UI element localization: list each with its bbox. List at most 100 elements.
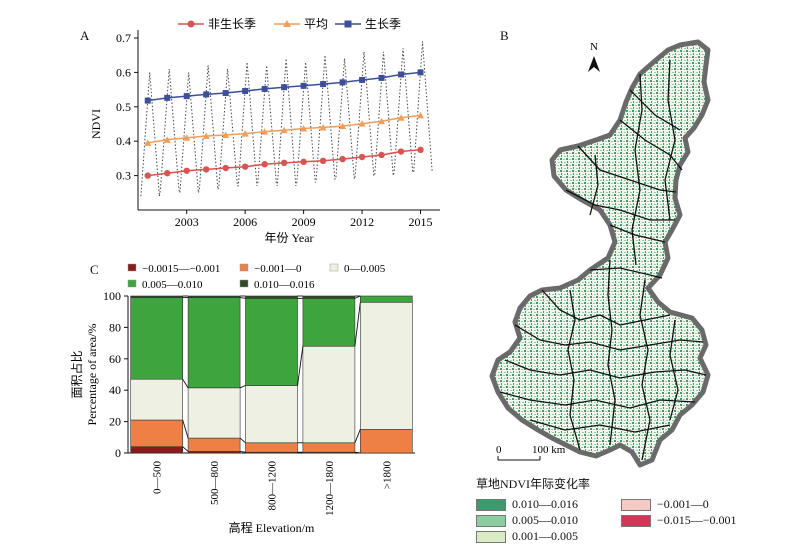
north-label: N — [590, 41, 598, 53]
data-point — [397, 148, 405, 155]
north-arrow: N — [588, 41, 600, 72]
legend-label: 非生长季 — [208, 18, 256, 31]
x-tick-label: >1800 — [381, 461, 393, 490]
bar-segment — [130, 419, 183, 448]
y-tick-label: 40 — [109, 383, 121, 397]
map-legend-title: 草地NDVI年际变化率 — [476, 477, 590, 491]
bar-segment — [245, 295, 298, 299]
data-point — [222, 90, 229, 97]
data-point — [417, 69, 424, 76]
x-tick-label: 1200—1800 — [324, 461, 336, 517]
legend-swatch — [329, 263, 339, 272]
panel-c: C −0.0015—−0.001 −0.001—0 0—0.005 0.005—0.0… — [60, 258, 430, 540]
data-point — [203, 91, 210, 98]
legend-label: −0.0015—−0.001 — [142, 263, 220, 275]
data-point — [398, 71, 405, 78]
data-point — [222, 164, 229, 172]
data-point — [183, 134, 191, 141]
map-legend-item: −0.015—−0.001 — [621, 513, 737, 528]
map-legend-label: −0.001—0 — [657, 497, 709, 511]
county-boundaries — [499, 59, 707, 461]
map-legend-label: 0.010—0.016 — [512, 497, 578, 511]
data-point — [378, 151, 385, 159]
data-point — [319, 157, 327, 165]
connector-line — [297, 346, 304, 386]
bar-segment — [302, 298, 356, 347]
bar-segment — [302, 442, 356, 453]
connector-line — [240, 450, 246, 453]
map-legend: 草地NDVI年际变化率 0.010—0.016 −0.001—0 0.005—0… — [476, 475, 786, 550]
ndvi-trend-chart: 0.3 0.4 0.5 0.6 0.7 2003 2006 2009 2012 2015 年份 Ye… — [89, 17, 440, 245]
connector-line — [354, 302, 361, 347]
y-axis-label: NDVI — [89, 109, 103, 139]
bar-segment — [187, 437, 241, 452]
data-point — [378, 117, 386, 125]
data-point — [164, 94, 171, 101]
scale-zero: 0 — [496, 444, 502, 456]
legend-label: 0.005—0.010 — [142, 279, 203, 291]
y-axis-label-cn: 面积占比 — [69, 350, 84, 398]
x-tick-label: 0—500 — [152, 461, 164, 495]
legend-label: 生长季 — [365, 18, 401, 31]
map-legend-swatch — [621, 498, 651, 511]
scale-distance: 100 km — [532, 444, 566, 456]
data-point — [222, 131, 230, 139]
panel-b-label: B — [500, 28, 509, 43]
x-tick-label: 2012 — [350, 215, 374, 229]
panel-a: A 0.3 0.4 0.5 0.6 0.7 2003 2006 2009 2012 2015 年份 … — [60, 17, 460, 245]
data-point — [339, 122, 347, 130]
data-point — [300, 124, 308, 132]
elevation-stacked-bar-chart: −0.0015—−0.001 −0.001—0 0—0.005 0.005—0.010… — [69, 263, 415, 535]
data-point — [202, 166, 210, 173]
bar-segment — [302, 295, 356, 299]
province-outline — [489, 39, 711, 468]
map-legend-item: 0.010—0.016 — [476, 497, 578, 512]
data-point — [359, 76, 366, 83]
data-point — [202, 132, 210, 140]
data-point — [144, 172, 151, 179]
panel-c-label: C — [90, 262, 99, 277]
y-tick-label: 0 — [115, 446, 121, 460]
data-point — [164, 169, 171, 177]
legend-label: 平均 — [304, 18, 328, 31]
y-axis-label: Percentage of area/% — [85, 324, 99, 426]
legend-marker — [283, 20, 291, 27]
map-legend-item: 0.005—0.010 — [476, 513, 578, 528]
map-legend-swatch — [476, 530, 506, 543]
connector-line — [182, 419, 189, 439]
y-tick-label: 0.4 — [116, 134, 131, 148]
data-point — [183, 167, 190, 174]
connector-line — [240, 297, 246, 299]
monthly-ndvi-line — [140, 41, 433, 197]
data-point — [183, 93, 190, 100]
map-legend-item: −0.001—0 — [621, 497, 709, 512]
y-tick-label: 0.6 — [116, 65, 131, 79]
connector-line — [182, 446, 189, 452]
data-point — [261, 161, 268, 168]
panel-b: B — [470, 20, 790, 550]
bar-segment — [130, 378, 183, 421]
bar-segment — [187, 297, 241, 389]
data-point — [144, 139, 152, 146]
map-legend-swatch — [476, 514, 506, 527]
legend-label: 0—0.005 — [344, 263, 386, 275]
legend-marker — [187, 20, 195, 28]
data-point — [261, 85, 268, 92]
bar-segment — [359, 301, 413, 430]
y-tick-label: 0.5 — [116, 100, 131, 114]
map-legend-label: −0.015—−0.001 — [657, 513, 737, 527]
x-tick-label: 2003 — [175, 215, 199, 229]
map-legend-swatch — [621, 514, 651, 527]
legend-swatch — [239, 279, 249, 288]
bar-segment — [359, 295, 413, 303]
x-tick-label: 500—800 — [209, 461, 221, 506]
legend-label: 0.010—0.016 — [254, 279, 315, 291]
bar-segment — [245, 385, 298, 444]
bar-segment — [245, 298, 298, 386]
y-tick-label: 80 — [109, 320, 121, 334]
legend-swatch — [239, 263, 249, 272]
data-point — [358, 120, 366, 127]
y-tick-label: 100 — [103, 289, 121, 303]
data-point — [241, 130, 249, 137]
x-tick-label: 800—1200 — [267, 461, 279, 511]
